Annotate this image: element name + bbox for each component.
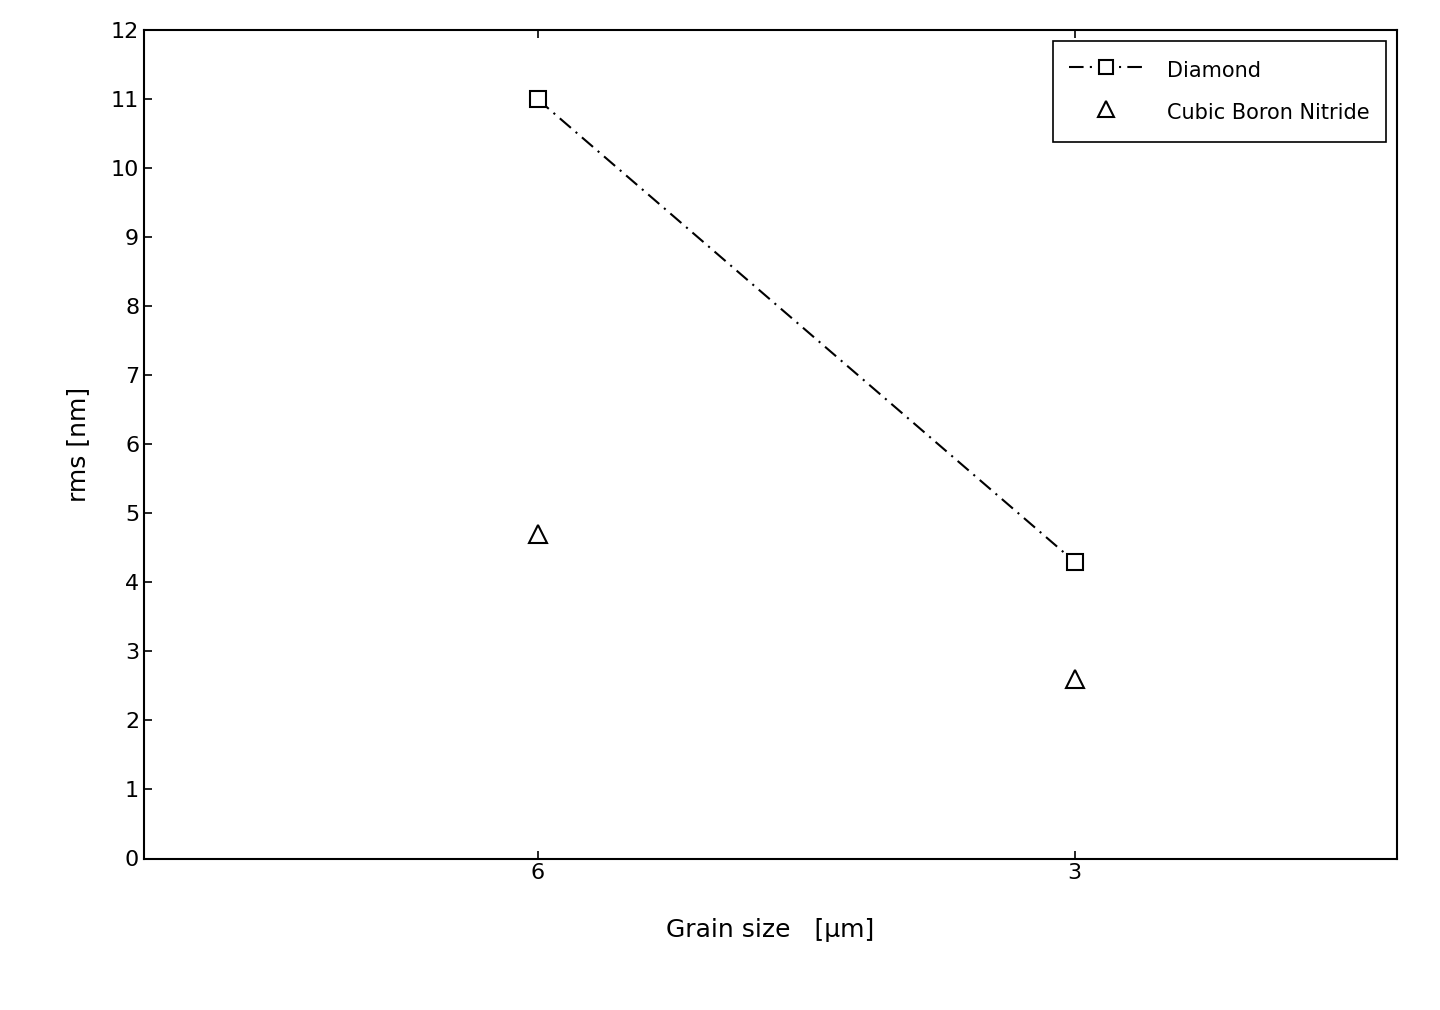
Y-axis label: rms [nm]: rms [nm] [66, 387, 89, 502]
X-axis label: Grain size   [μm]: Grain size [μm] [667, 918, 874, 942]
Legend: Diamond, Cubic Boron Nitride: Diamond, Cubic Boron Nitride [1053, 40, 1387, 141]
